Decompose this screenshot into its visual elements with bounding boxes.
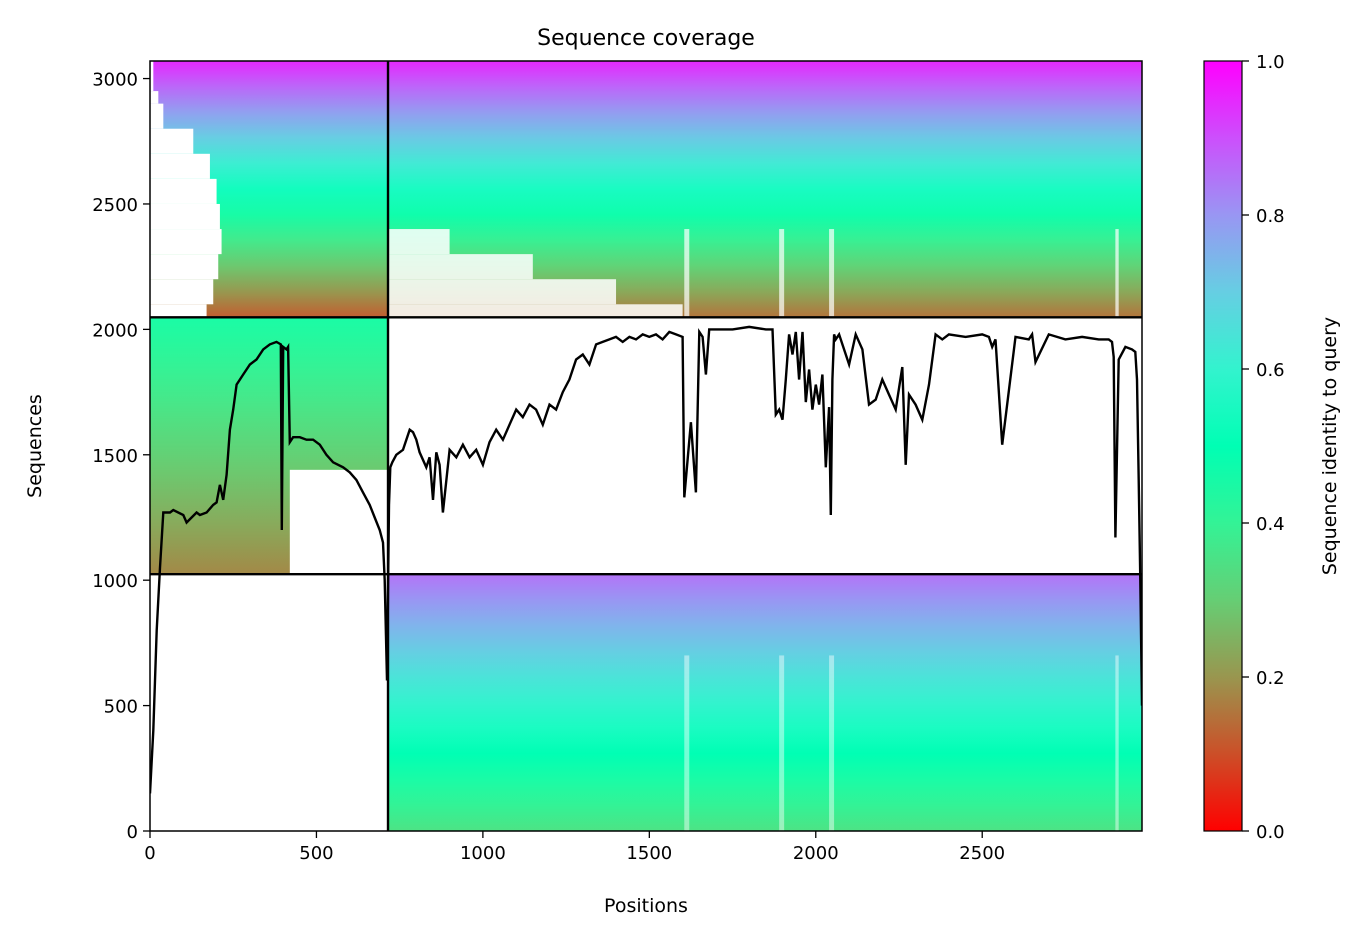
y-tick-label: 2500 [92, 195, 138, 216]
gap-stripe [779, 655, 785, 831]
x-tick-label: 0 [144, 843, 155, 864]
block-boundaries [150, 61, 1142, 831]
colorbar-label: Sequence identity to query [1319, 317, 1341, 575]
y-tick-label: 500 [104, 697, 138, 718]
y-axis-label: Sequences [24, 394, 46, 498]
colorbar-tick-label: 1.0 [1256, 52, 1285, 73]
coverage-line [150, 325, 1142, 794]
y-tick-label: 1000 [92, 571, 138, 592]
colorbar-tick-label: 0.2 [1256, 668, 1285, 689]
gap-stripe [779, 229, 785, 318]
x-tick-label: 2500 [959, 843, 1005, 864]
gap-top-left [150, 254, 219, 280]
gap-top-right [388, 229, 450, 255]
gap-top-left [150, 203, 220, 230]
gap-top-right [388, 254, 533, 280]
colorbar-tick-label: 0.8 [1256, 206, 1285, 227]
y-tick-label: 2000 [92, 320, 138, 341]
gap-stripe [829, 229, 835, 318]
gap-top-left [150, 61, 154, 92]
gap-top-left [150, 279, 214, 305]
x-tick-label: 500 [299, 843, 333, 864]
x-tick-label: 1500 [626, 843, 672, 864]
gap-stripe [1115, 655, 1119, 831]
x-axis-label: Positions [604, 895, 688, 917]
y-axis: 0 500 1000 1500 2000 2500 3000 [92, 70, 150, 843]
gap-top-left [150, 91, 159, 104]
colorbar-tick-label: 0.6 [1256, 360, 1285, 381]
heatmap-blocks [150, 61, 1142, 831]
gap-top-left [150, 304, 207, 318]
gap-middle-left [289, 469, 389, 575]
gap-stripe [829, 655, 835, 831]
x-tick-label: 1000 [460, 843, 506, 864]
coverage-gaps [150, 61, 1119, 831]
y-tick-label: 1500 [92, 446, 138, 467]
colorbar [1203, 60, 1243, 832]
gap-stripe [1115, 229, 1119, 318]
gap-top-right [388, 279, 617, 305]
gap-top-left [150, 229, 222, 255]
gap-stripe [684, 655, 690, 831]
gap-top-left [150, 128, 194, 154]
block-bottom-right [388, 574, 1142, 831]
gap-top-left [150, 153, 210, 179]
x-axis: 0 500 1000 1500 2000 2500 [144, 831, 1005, 864]
y-tick-label: 3000 [92, 70, 138, 91]
gap-top-left [150, 178, 217, 204]
colorbar-tick-label: 0.0 [1256, 822, 1285, 843]
gap-top-left [150, 103, 164, 129]
plot-frame [149, 60, 1143, 832]
chart-title: Sequence coverage [537, 26, 755, 51]
gap-top-right [388, 304, 683, 318]
colorbar-tick-label: 0.4 [1256, 514, 1285, 535]
x-tick-label: 2000 [793, 843, 839, 864]
y-tick-label: 0 [127, 822, 138, 843]
gap-stripe [684, 229, 690, 318]
colorbar-ticks: 0.0 0.2 0.4 0.6 0.8 1.0 [1242, 52, 1285, 843]
